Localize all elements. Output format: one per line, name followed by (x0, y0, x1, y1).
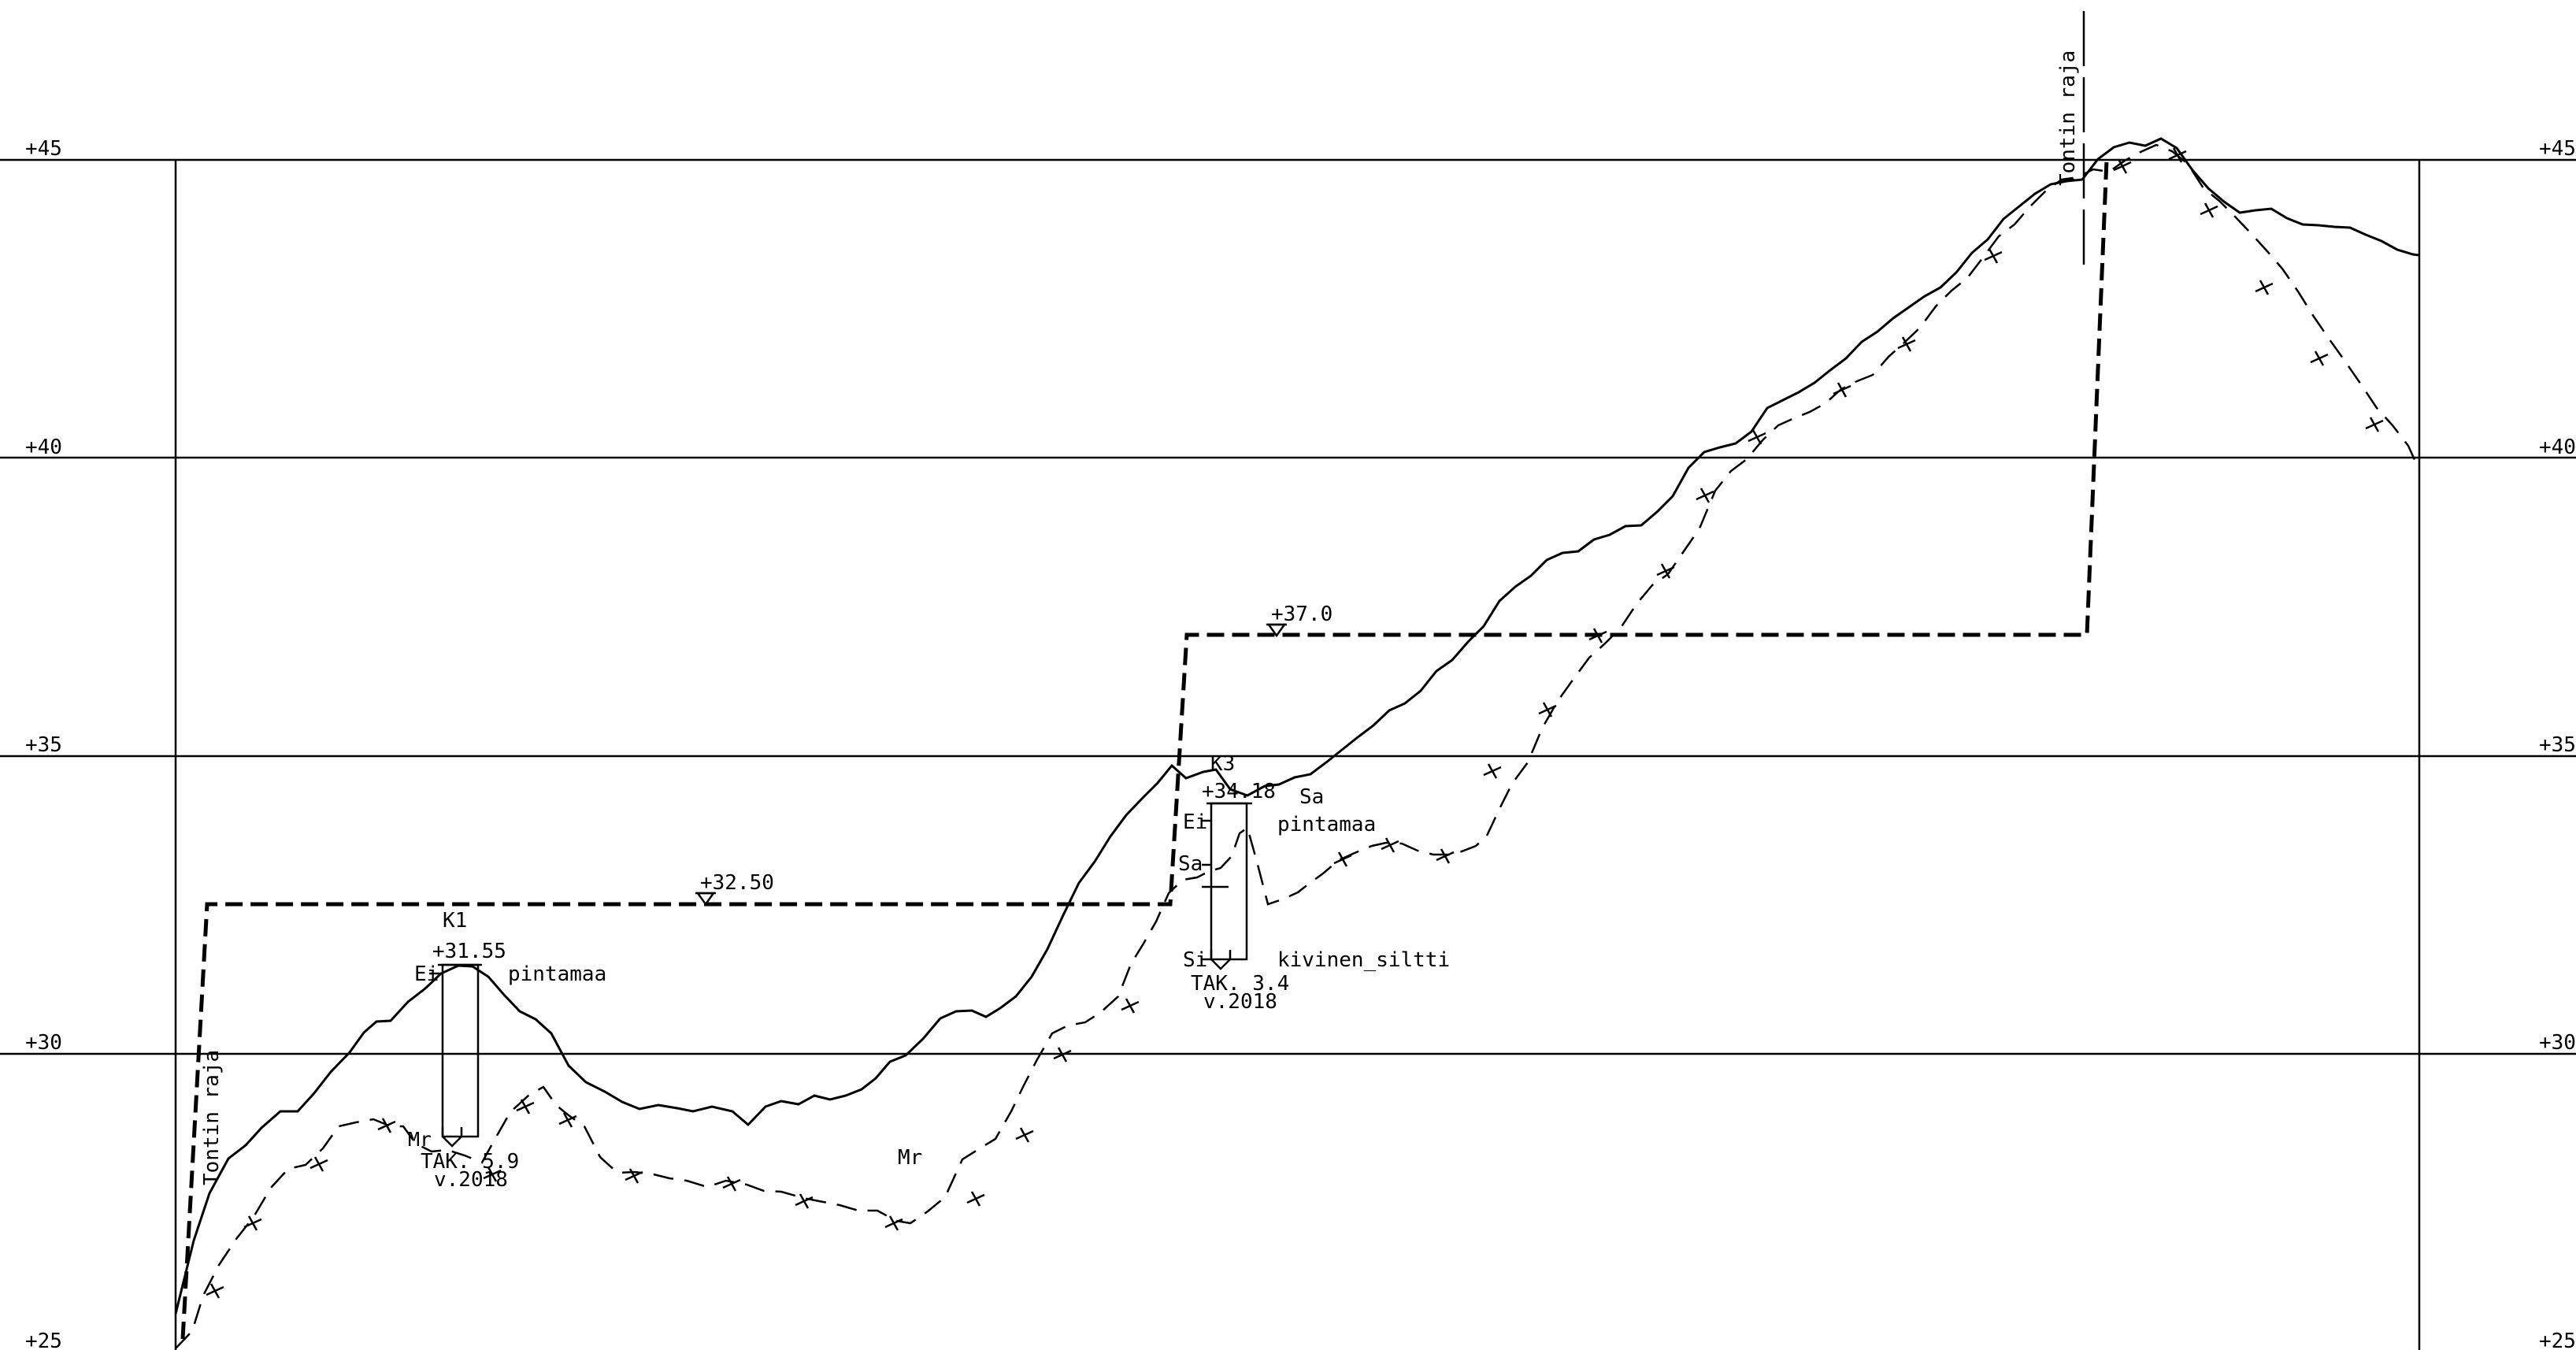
hatch-mark (377, 1118, 396, 1133)
layer-label-sa-left: Sa (1178, 852, 1203, 876)
hatch-mark (206, 1283, 224, 1299)
borehole-stop-symbol (441, 1127, 463, 1148)
hatch-mark (2113, 158, 2132, 174)
elev-label-30-right: +30 (2539, 1031, 2576, 1055)
borehole-k3[interactable]: K3 +34.18 Ei pintamaa Sa Sa Si kivinen_s… (1178, 752, 1450, 1014)
design-level-label-lower: +32.50 (700, 871, 774, 895)
layer-label-mr: Mr (408, 1128, 432, 1151)
hatch-mark (1053, 1047, 1072, 1063)
hatch-mark (2255, 280, 2274, 295)
borehole-year: v.2018 (1203, 990, 1277, 1014)
borehole-top-level-label: +31.55 (432, 940, 506, 963)
elev-label-35-left: +35 (25, 733, 62, 757)
hatch-mark (1656, 563, 1675, 579)
hatch-mark (1538, 702, 1557, 718)
borehole-id-label: K1 (443, 909, 467, 933)
layer-label-si: Si (1183, 948, 1207, 972)
design-level-marker-upper: +37.0 (1266, 603, 1332, 638)
hatch-mark (2365, 417, 2384, 432)
hatch-mark (884, 1215, 903, 1231)
hatch-mark (1748, 429, 1766, 445)
hatch-mark (1897, 336, 1916, 352)
borehole-id-label: K3 (1210, 752, 1235, 776)
property-boundary-label-right: Tontin raja (2056, 50, 2080, 186)
elev-label-45-left: +45 (25, 137, 62, 161)
layer-label-pintamaa: pintamaa (1277, 813, 1376, 836)
hatch-mark (795, 1193, 814, 1209)
design-level-marker-lower: +32.50 (695, 871, 774, 907)
hatch-mark (625, 1168, 643, 1184)
hatch-mark (1483, 763, 1502, 779)
borehole-year: v.2018 (434, 1168, 508, 1192)
hatch-mark (558, 1112, 577, 1128)
hatch-mark (1984, 248, 2003, 264)
hatch-mark (1436, 848, 1455, 864)
hatch-mark (722, 1176, 741, 1192)
hatch-mark (243, 1215, 262, 1231)
hatch-mark (2310, 350, 2329, 366)
hatch-mark (1381, 837, 1399, 853)
borehole-k1[interactable]: K1 +31.55 Ei pintamaa Mr TAK. 5.9 v.2018 (408, 909, 606, 1192)
elev-label-25-right: +25 (2539, 1330, 2576, 1350)
hatch-mark (483, 1166, 502, 1182)
hatch-mark (966, 1191, 985, 1207)
elevation-labels-right: +45 +40 +35 +30 +25 (2539, 137, 2576, 1350)
borehole-top-level-label: +34.18 (1202, 780, 1276, 803)
layer-label-ei: Ei (1183, 810, 1207, 834)
elevation-labels-left: +45 +40 +35 +30 +25 (25, 137, 62, 1350)
hatch-mark (1588, 628, 1607, 643)
elev-label-40-right: +40 (2539, 436, 2576, 459)
borehole-stop-code: TAK. 3.4 (1191, 972, 1289, 996)
borehole-stop-symbol (1210, 950, 1232, 970)
borehole-stop-code: TAK. 5.9 (421, 1150, 519, 1174)
elevation-grid (0, 158, 2576, 1350)
design-level-line (180, 159, 2109, 1340)
elev-label-30-left: +30 (25, 1031, 62, 1055)
borehole-column (1210, 802, 1248, 961)
hatch-mark (1121, 998, 1140, 1014)
elev-label-45-right: +45 (2539, 137, 2576, 161)
bedrock-hatch-marks (206, 147, 2384, 1299)
borehole-column (441, 963, 480, 1138)
hatch-mark (309, 1156, 328, 1172)
ground-surface-line (174, 137, 2420, 1315)
elev-label-40-left: +40 (25, 436, 62, 459)
hatch-mark (516, 1099, 535, 1114)
property-boundary-label-left: Tontin raja (200, 1050, 224, 1185)
layer-label-pintamaa: pintamaa (508, 962, 606, 986)
hatch-mark (1833, 382, 1851, 398)
elev-label-25-left: +25 (25, 1330, 62, 1350)
hatch-mark (2200, 202, 2218, 218)
design-level-label-upper: +37.0 (1271, 603, 1332, 626)
hatch-mark (1333, 851, 1352, 867)
bedrock-surface-line (175, 143, 2421, 1349)
layer-label-ei: Ei (414, 962, 439, 986)
soil-label-mr: Mr (898, 1146, 922, 1170)
layer-label-kivinen-siltti: kivinen_siltti (1277, 948, 1450, 972)
hatch-mark (1015, 1127, 1034, 1143)
layer-label-sa-right: Sa (1299, 785, 1324, 809)
hatch-mark (2168, 147, 2187, 163)
elev-label-35-right: +35 (2539, 733, 2576, 757)
hatch-mark (1696, 488, 1714, 503)
